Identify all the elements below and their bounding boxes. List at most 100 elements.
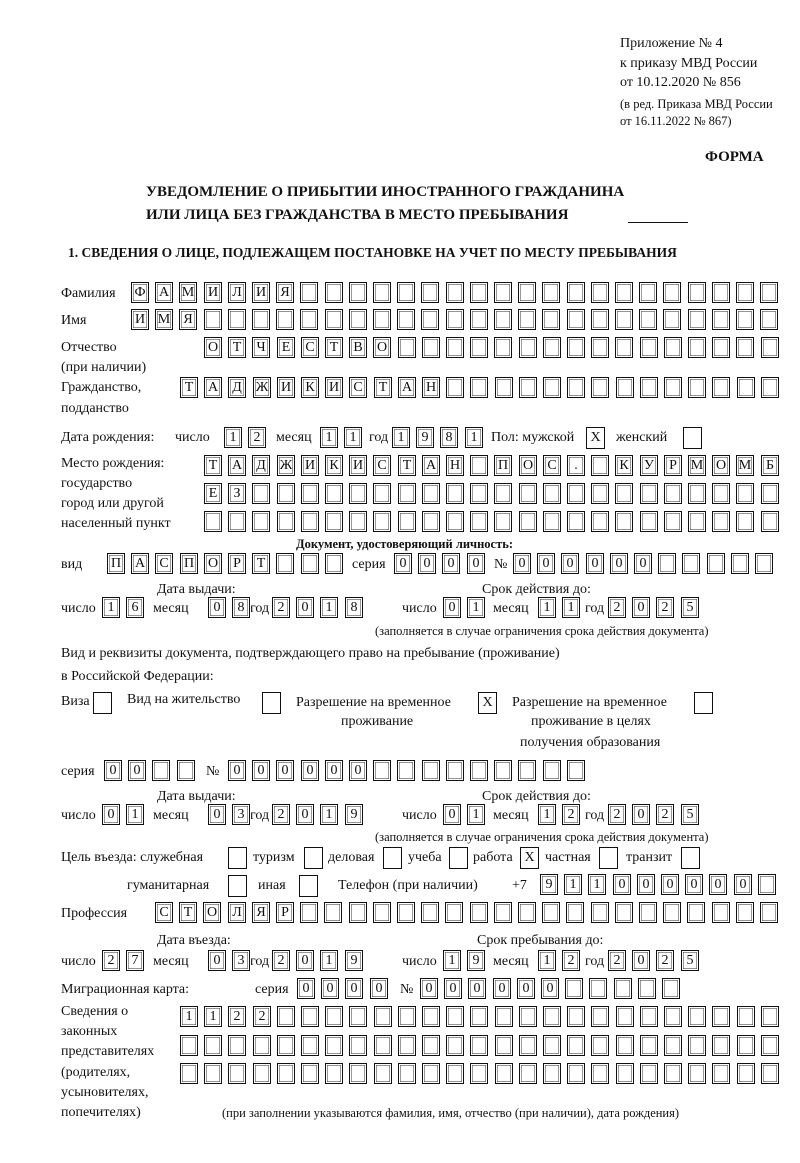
- purpose-other-checkbox[interactable]: [299, 875, 318, 897]
- letter-cell[interactable]: [518, 336, 538, 359]
- letter-cell[interactable]: [420, 901, 440, 924]
- letter-cell[interactable]: [420, 281, 440, 304]
- letter-cell[interactable]: [421, 510, 441, 533]
- letter-cell[interactable]: 0: [733, 873, 753, 896]
- letter-cell[interactable]: 8: [439, 426, 459, 449]
- letter-cell[interactable]: 2: [655, 596, 675, 619]
- letter-cell[interactable]: [348, 1062, 368, 1085]
- letter-cell[interactable]: О: [518, 454, 538, 477]
- letter-cell[interactable]: [324, 1062, 344, 1085]
- letter-cell[interactable]: 1: [203, 1005, 223, 1028]
- letter-cell[interactable]: 0: [633, 552, 653, 575]
- letter-cell[interactable]: 1: [561, 596, 581, 619]
- letter-cell[interactable]: [420, 308, 440, 331]
- letter-cell[interactable]: 0: [512, 552, 532, 575]
- letter-cell[interactable]: [760, 510, 780, 533]
- letter-cell[interactable]: А: [154, 281, 174, 304]
- letter-cell[interactable]: [542, 759, 562, 782]
- letter-cell[interactable]: [590, 308, 610, 331]
- letter-cell[interactable]: [613, 977, 633, 1000]
- letter-cell[interactable]: [299, 901, 319, 924]
- letter-cell[interactable]: О: [372, 336, 392, 359]
- female-checkbox[interactable]: [683, 427, 702, 449]
- letter-cell[interactable]: Т: [373, 376, 393, 399]
- letter-cell[interactable]: 1: [466, 803, 486, 826]
- letter-cell[interactable]: 0: [295, 596, 315, 619]
- letter-cell[interactable]: [687, 308, 707, 331]
- letter-cell[interactable]: 0: [417, 552, 437, 575]
- letter-cell[interactable]: [469, 901, 489, 924]
- letter-cell[interactable]: [615, 1005, 635, 1028]
- letter-cell[interactable]: [638, 281, 658, 304]
- letter-cell[interactable]: 1: [319, 949, 339, 972]
- letter-cell[interactable]: 5: [680, 949, 700, 972]
- letter-cell[interactable]: [251, 308, 271, 331]
- letter-cell[interactable]: [614, 308, 634, 331]
- letter-cell[interactable]: 2: [655, 803, 675, 826]
- letter-cell[interactable]: 0: [127, 759, 147, 782]
- letter-cell[interactable]: [299, 308, 319, 331]
- letter-cell[interactable]: [566, 759, 586, 782]
- letter-cell[interactable]: [735, 336, 755, 359]
- letter-cell[interactable]: 0: [300, 759, 320, 782]
- letter-cell[interactable]: Д: [227, 376, 247, 399]
- letter-cell[interactable]: 8: [231, 596, 251, 619]
- letter-cell[interactable]: Р: [275, 901, 295, 924]
- letter-cell[interactable]: К: [300, 376, 320, 399]
- letter-cell[interactable]: [566, 1034, 586, 1057]
- letter-cell[interactable]: [372, 759, 392, 782]
- visa-checkbox[interactable]: [93, 692, 112, 714]
- letter-cell[interactable]: 2: [227, 1005, 247, 1028]
- letter-cell[interactable]: 0: [443, 977, 463, 1000]
- letter-cell[interactable]: И: [324, 376, 344, 399]
- letter-cell[interactable]: 9: [539, 873, 559, 896]
- letter-cell[interactable]: [542, 1005, 562, 1028]
- letter-cell[interactable]: [662, 901, 682, 924]
- letter-cell[interactable]: [542, 1034, 562, 1057]
- letter-cell[interactable]: [445, 336, 465, 359]
- letter-cell[interactable]: В: [348, 336, 368, 359]
- letter-cell[interactable]: Р: [227, 552, 247, 575]
- letter-cell[interactable]: [590, 454, 610, 477]
- letter-cell[interactable]: 9: [344, 803, 364, 826]
- letter-cell[interactable]: [227, 510, 247, 533]
- letter-cell[interactable]: [542, 482, 562, 505]
- letter-cell[interactable]: 0: [609, 552, 629, 575]
- letter-cell[interactable]: [735, 308, 755, 331]
- letter-cell[interactable]: 9: [466, 949, 486, 972]
- letter-cell[interactable]: [469, 1005, 489, 1028]
- letter-cell[interactable]: [735, 901, 755, 924]
- letter-cell[interactable]: 0: [324, 759, 344, 782]
- letter-cell[interactable]: [179, 1034, 199, 1057]
- letter-cell[interactable]: 0: [467, 977, 487, 1000]
- letter-cell[interactable]: 1: [319, 426, 339, 449]
- letter-cell[interactable]: 9: [415, 426, 435, 449]
- letter-cell[interactable]: [639, 336, 659, 359]
- letter-cell[interactable]: [396, 308, 416, 331]
- letter-cell[interactable]: [493, 901, 513, 924]
- letter-cell[interactable]: 1: [442, 949, 462, 972]
- letter-cell[interactable]: 0: [348, 759, 368, 782]
- letter-cell[interactable]: [590, 281, 610, 304]
- letter-cell[interactable]: [517, 901, 537, 924]
- letter-cell[interactable]: О: [711, 454, 731, 477]
- letter-cell[interactable]: [494, 1034, 514, 1057]
- letter-cell[interactable]: [518, 510, 538, 533]
- letter-cell[interactable]: И: [130, 308, 150, 331]
- letter-cell[interactable]: [421, 1062, 441, 1085]
- letter-cell[interactable]: [681, 552, 701, 575]
- letter-cell[interactable]: [517, 759, 537, 782]
- letter-cell[interactable]: [687, 376, 707, 399]
- letter-cell[interactable]: [397, 1034, 417, 1057]
- letter-cell[interactable]: [687, 1034, 707, 1057]
- letter-cell[interactable]: [639, 376, 659, 399]
- letter-cell[interactable]: [252, 1062, 272, 1085]
- letter-cell[interactable]: [687, 510, 707, 533]
- letter-cell[interactable]: [566, 281, 586, 304]
- letter-cell[interactable]: Р: [663, 454, 683, 477]
- letter-cell[interactable]: 5: [680, 803, 700, 826]
- residence-permit-checkbox[interactable]: [262, 692, 281, 714]
- letter-cell[interactable]: [711, 1034, 731, 1057]
- letter-cell[interactable]: [324, 510, 344, 533]
- letter-cell[interactable]: [275, 308, 295, 331]
